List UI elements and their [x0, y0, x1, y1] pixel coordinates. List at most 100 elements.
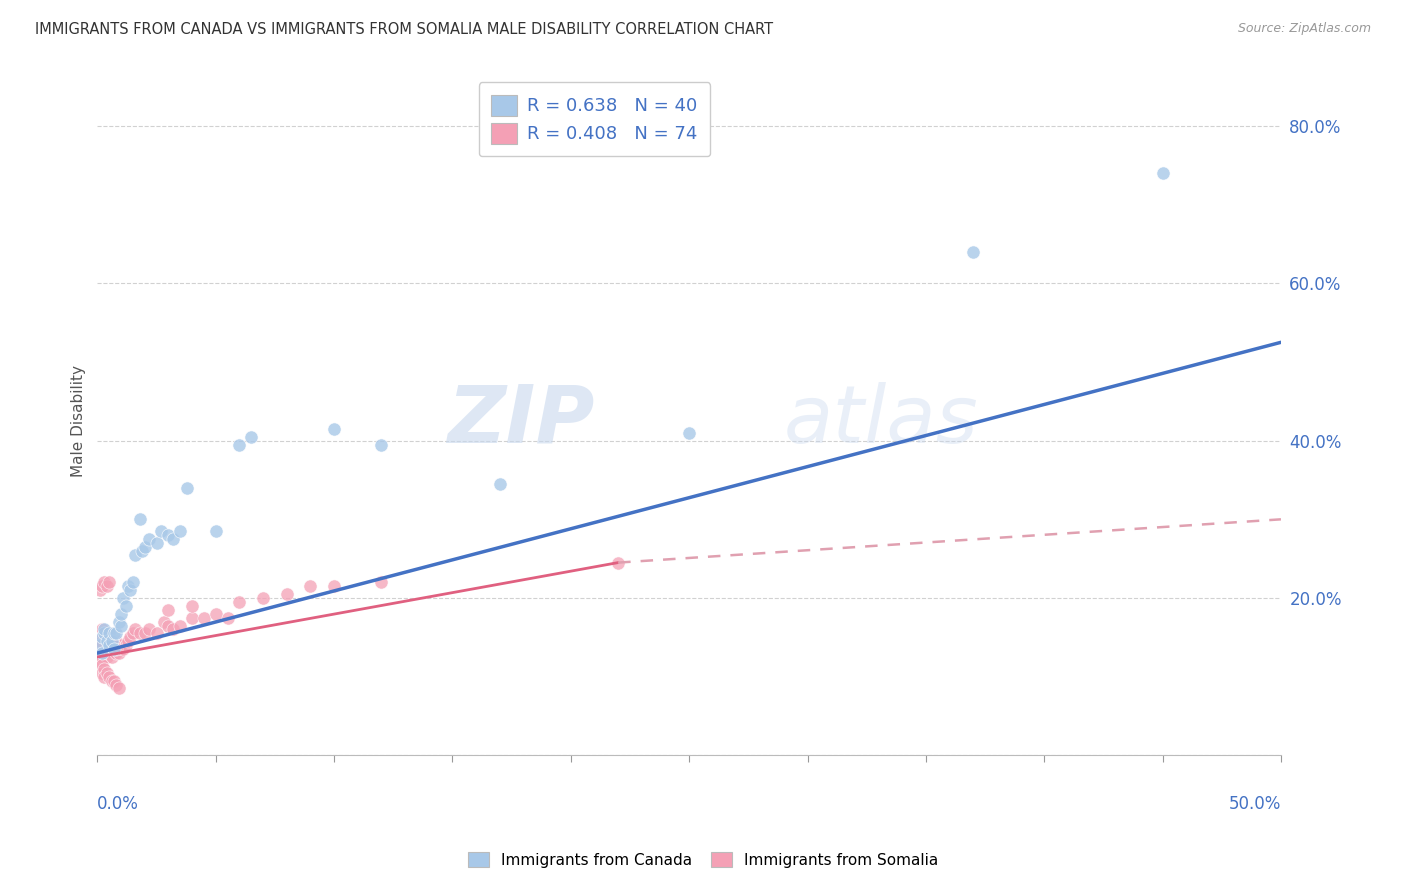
Point: [103, 626, 125, 640]
Text: IMMIGRANTS FROM CANADA VS IMMIGRANTS FROM SOMALIA MALE DISABILITY CORRELATION CH: IMMIGRANTS FROM CANADA VS IMMIGRANTS FRO…: [35, 22, 773, 37]
Point: [91, 623, 114, 637]
Point: [129, 512, 152, 526]
Point: [204, 607, 226, 621]
Point: [129, 626, 152, 640]
Point: [105, 677, 128, 691]
Point: [93, 670, 115, 684]
Point: [93, 642, 115, 657]
Point: [96, 579, 118, 593]
Point: [100, 673, 122, 688]
Point: [138, 623, 160, 637]
Point: [121, 575, 143, 590]
Point: [91, 631, 114, 645]
Point: [145, 626, 167, 640]
Point: [91, 579, 114, 593]
Point: [98, 638, 121, 652]
Point: [96, 650, 118, 665]
Legend: R = 0.638   N = 40, R = 0.408   N = 74: R = 0.638 N = 40, R = 0.408 N = 74: [478, 82, 710, 156]
Point: [107, 681, 129, 696]
Point: [124, 623, 146, 637]
Point: [93, 638, 115, 652]
Point: [240, 430, 263, 444]
Point: [98, 670, 121, 684]
Point: [138, 532, 160, 546]
Point: [100, 634, 122, 648]
Point: [117, 634, 139, 648]
Point: [93, 623, 115, 637]
Point: [93, 575, 115, 590]
Point: [89, 634, 111, 648]
Text: Source: ZipAtlas.com: Source: ZipAtlas.com: [1237, 22, 1371, 36]
Point: [93, 662, 115, 676]
Point: [91, 646, 114, 660]
Point: [105, 642, 128, 657]
Point: [370, 575, 392, 590]
Point: [91, 650, 114, 665]
Point: [100, 634, 122, 648]
Point: [89, 626, 111, 640]
Point: [98, 642, 121, 657]
Point: [181, 599, 204, 613]
Point: [93, 646, 115, 660]
Point: [150, 524, 173, 538]
Point: [91, 665, 114, 680]
Point: [89, 638, 111, 652]
Point: [98, 575, 121, 590]
Point: [134, 626, 156, 640]
Point: [114, 599, 136, 613]
Point: [131, 543, 153, 558]
Point: [105, 634, 128, 648]
Point: [145, 536, 167, 550]
Point: [96, 638, 118, 652]
Point: [204, 524, 226, 538]
Point: [228, 595, 250, 609]
Point: [103, 642, 125, 657]
Legend: Immigrants from Canada, Immigrants from Somalia: Immigrants from Canada, Immigrants from …: [456, 839, 950, 880]
Point: [176, 481, 198, 495]
Point: [678, 425, 700, 440]
Point: [89, 654, 111, 668]
Point: [157, 528, 180, 542]
Point: [105, 626, 128, 640]
Y-axis label: Male Disability: Male Disability: [72, 365, 86, 477]
Point: [98, 626, 121, 640]
Text: 50.0%: 50.0%: [1229, 796, 1281, 814]
Point: [228, 437, 250, 451]
Point: [162, 532, 184, 546]
Point: [157, 618, 180, 632]
Point: [217, 610, 239, 624]
Point: [299, 579, 322, 593]
Point: [100, 634, 122, 648]
Point: [96, 631, 118, 645]
Point: [276, 587, 298, 601]
Point: [323, 579, 346, 593]
Text: atlas: atlas: [783, 382, 979, 460]
Point: [107, 638, 129, 652]
Point: [370, 437, 392, 451]
Point: [103, 642, 125, 657]
Point: [89, 642, 111, 657]
Point: [107, 615, 129, 629]
Point: [169, 618, 191, 632]
Point: [89, 638, 111, 652]
Point: [105, 646, 128, 660]
Point: [91, 626, 114, 640]
Point: [98, 626, 121, 640]
Point: [962, 244, 984, 259]
Point: [1152, 166, 1174, 180]
Point: [107, 646, 129, 660]
Point: [134, 540, 156, 554]
Point: [91, 657, 114, 672]
Point: [110, 638, 132, 652]
Point: [152, 615, 174, 629]
Point: [114, 638, 136, 652]
Point: [162, 623, 184, 637]
Point: [91, 634, 114, 648]
Point: [96, 634, 118, 648]
Point: [103, 638, 125, 652]
Text: ZIP: ZIP: [447, 382, 595, 460]
Point: [193, 610, 215, 624]
Point: [103, 638, 125, 652]
Point: [121, 626, 143, 640]
Point: [169, 524, 191, 538]
